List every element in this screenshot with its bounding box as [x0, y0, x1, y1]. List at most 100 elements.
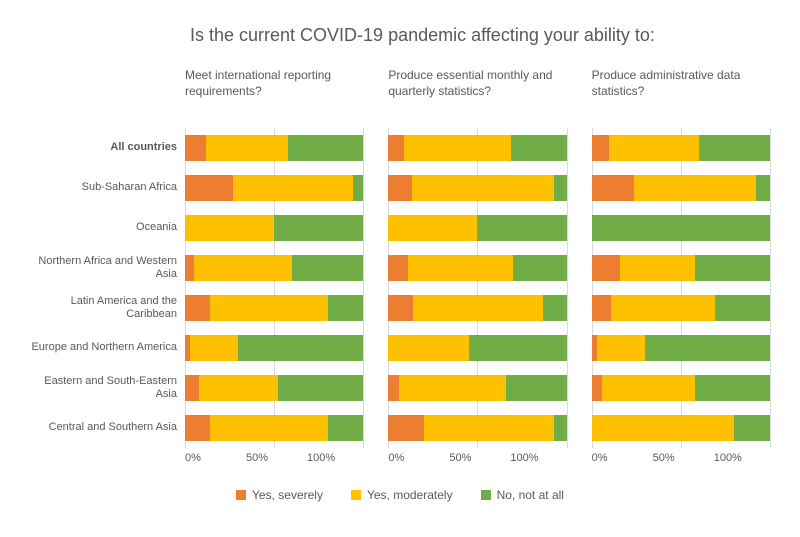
bar-segment-severe: [185, 255, 194, 281]
stacked-bar: [388, 375, 566, 401]
bar-row: [388, 368, 566, 408]
stacked-bar: [185, 135, 363, 161]
x-axis: 0% 50% 100%: [185, 448, 363, 470]
x-axis-tick: 0%: [185, 452, 201, 470]
stacked-bar: [592, 295, 770, 321]
chart-panel: Produce administrative data statistics? 0…: [592, 68, 770, 470]
bar-row: [388, 288, 566, 328]
bar-row: [185, 128, 363, 168]
bar-segment-moderate: [388, 215, 477, 241]
bar-segment-moderate: [399, 375, 506, 401]
bar-segment-moderate: [199, 375, 277, 401]
legend-item: No, not at all: [481, 488, 564, 502]
stacked-bar: [185, 335, 363, 361]
bar-row: [592, 168, 770, 208]
bar-segment-none: [513, 255, 566, 281]
panel-title: Meet international reporting requirement…: [185, 68, 363, 128]
panel-title: Produce administrative data statistics?: [592, 68, 770, 128]
bar-segment-none: [734, 415, 770, 441]
bar-segment-severe: [388, 135, 404, 161]
x-axis-tick: 100%: [714, 452, 742, 470]
bar-segment-moderate: [404, 135, 511, 161]
region-label: Latin America and the Caribbean: [30, 288, 185, 328]
bar-segment-moderate: [408, 255, 513, 281]
bar-row: [185, 288, 363, 328]
bar-segment-severe: [388, 375, 399, 401]
bar-segment-none: [511, 135, 566, 161]
bar-row: [592, 368, 770, 408]
bar-row: [185, 248, 363, 288]
bar-row: [592, 288, 770, 328]
legend-label: No, not at all: [497, 488, 564, 502]
bar-segment-moderate: [592, 415, 735, 441]
bar-row: [592, 248, 770, 288]
chart-panels: Meet international reporting requirement…: [185, 68, 770, 470]
region-label: Oceania: [30, 208, 185, 248]
bar-segment-moderate: [233, 175, 352, 201]
stacked-bar: [592, 215, 770, 241]
region-label: Sub-Saharan Africa: [30, 168, 185, 208]
bar-row: [185, 168, 363, 208]
x-axis-tick: 50%: [246, 452, 268, 470]
stacked-bar: [185, 295, 363, 321]
x-axis-tick: 50%: [653, 452, 675, 470]
bar-segment-none: [238, 335, 363, 361]
stacked-bar: [592, 415, 770, 441]
bar-segment-none: [469, 335, 567, 361]
gridline: [363, 128, 364, 448]
bar-row: [388, 208, 566, 248]
x-axis-tick: 100%: [307, 452, 335, 470]
bar-segment-moderate: [634, 175, 755, 201]
stacked-bar: [185, 175, 363, 201]
gridline: [770, 128, 771, 448]
gridline: [567, 128, 568, 448]
bar-segment-none: [699, 135, 770, 161]
chart-panel: Meet international reporting requirement…: [185, 68, 363, 470]
bar-segment-severe: [185, 415, 210, 441]
stacked-bar: [592, 375, 770, 401]
stacked-bar: [185, 215, 363, 241]
bar-row: [388, 408, 566, 448]
legend-swatch: [481, 490, 491, 500]
x-axis: 0%50%100%: [388, 448, 566, 470]
x-axis-tick: 0%: [592, 452, 608, 470]
bar-segment-severe: [592, 135, 610, 161]
bar-segment-none: [328, 295, 364, 321]
bar-segment-moderate: [412, 175, 555, 201]
bar-row: [388, 248, 566, 288]
bar-segment-moderate: [609, 135, 698, 161]
region-label: Central and Southern Asia: [30, 408, 185, 448]
bar-row: [388, 168, 566, 208]
legend-label: Yes, severely: [252, 488, 323, 502]
region-label: Northern Africa and Western Asia: [30, 248, 185, 288]
x-axis: 0% 50% 100%: [592, 448, 770, 470]
bar-segment-moderate: [424, 415, 554, 441]
legend: Yes, severelyYes, moderatelyNo, not at a…: [30, 488, 770, 502]
bars-container: [185, 128, 363, 448]
stacked-bar: [592, 255, 770, 281]
region-label: Europe and Northern America: [30, 328, 185, 368]
bar-segment-moderate: [602, 375, 695, 401]
bar-segment-moderate: [611, 295, 714, 321]
region-label: Eastern and South-Eastern Asia: [30, 368, 185, 408]
bars-container: [592, 128, 770, 448]
stacked-bar: [388, 295, 566, 321]
bar-segment-moderate: [206, 135, 288, 161]
bars-container: [388, 128, 566, 448]
legend-item: Yes, severely: [236, 488, 323, 502]
bar-segment-severe: [592, 175, 635, 201]
bar-segment-severe: [592, 375, 603, 401]
bar-segment-none: [592, 215, 770, 241]
bar-row: [185, 368, 363, 408]
bar-segment-none: [695, 375, 770, 401]
bar-segment-none: [645, 335, 770, 361]
bar-segment-moderate: [185, 215, 274, 241]
stacked-bar: [592, 135, 770, 161]
legend-swatch: [351, 490, 361, 500]
stacked-bar: [592, 335, 770, 361]
bar-row: [185, 408, 363, 448]
bar-segment-none: [328, 415, 364, 441]
bar-row: [592, 328, 770, 368]
stacked-bar: [185, 415, 363, 441]
bar-segment-severe: [592, 295, 612, 321]
